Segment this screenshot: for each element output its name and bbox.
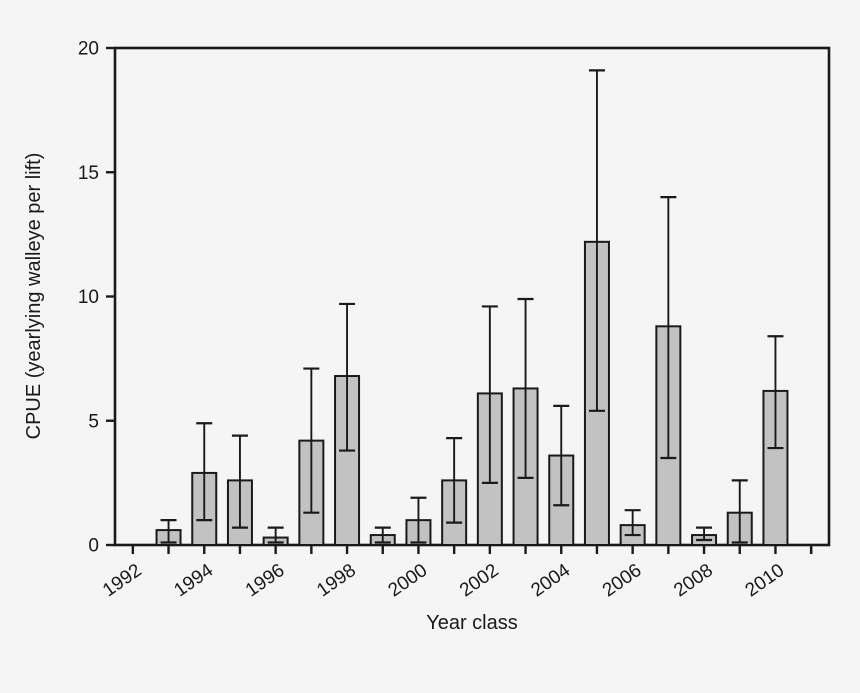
y-tick-label-15: 15 [78,163,99,184]
plot-layer: 0 5 10 15 20 1992 1994 1996 1998 2000 2002 2004 2006… [78,39,831,602]
x-tick-label-1994: 1994 [170,560,217,602]
plot-frame [113,46,831,547]
y-tick-label-10: 10 [78,287,99,308]
x-tick-label-1996: 1996 [242,560,289,601]
x-axis-title: Year class [426,612,518,634]
x-tick-label-2006: 2006 [599,560,646,601]
x-tick-label-2004: 2004 [527,560,574,602]
x-tick-label-2008: 2008 [670,560,717,601]
x-tick-label-2000: 2000 [385,560,432,601]
x-tick-label-2010: 2010 [742,560,789,601]
x-tick-label-2002: 2002 [456,560,503,601]
x-tick-label-1992: 1992 [99,560,146,601]
y-tick-label-20: 20 [78,39,99,60]
x-tick-label-1998: 1998 [313,560,360,601]
y-axis-title: CPUE (yearlying walleye per lift) [23,153,45,440]
y-tick-label-0: 0 [88,536,99,557]
y-tick-label-5: 5 [88,411,99,432]
